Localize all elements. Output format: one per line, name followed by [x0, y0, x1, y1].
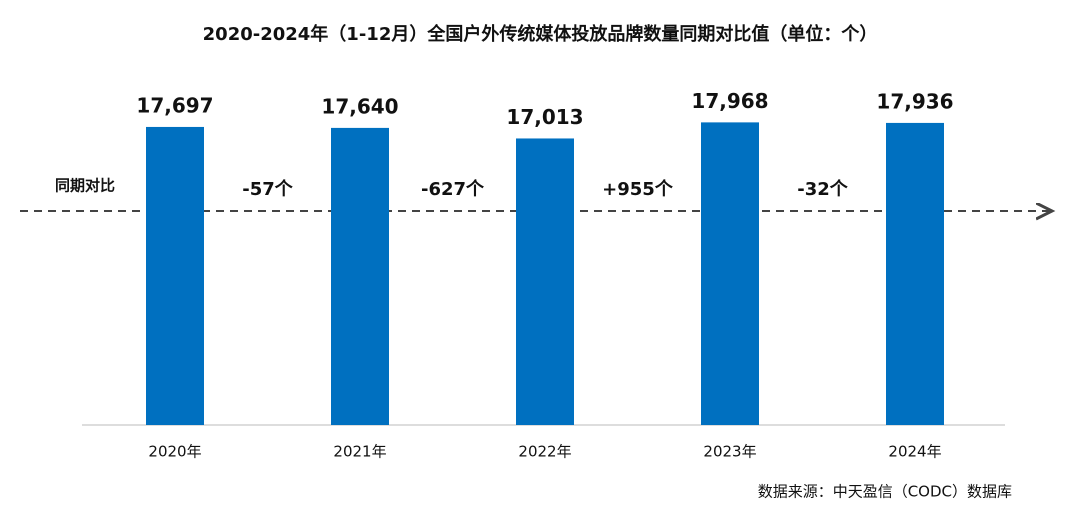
- chart-title: 2020-2024年（1-12月）全国户外传统媒体投放品牌数量同期对比值（单位：…: [203, 23, 878, 45]
- value-label: 17,013: [506, 105, 583, 129]
- change-label: -32个: [797, 178, 849, 200]
- bar: [886, 122, 944, 426]
- value-label: 17,697: [136, 93, 213, 117]
- x-tick-label: 2024年: [888, 443, 941, 461]
- comparison-label: 同期对比: [55, 177, 115, 195]
- value-label: 17,640: [321, 94, 398, 118]
- x-tick-label: 2022年: [518, 443, 571, 461]
- x-tick-label: 2021年: [333, 443, 386, 461]
- change-label: -57个: [242, 178, 294, 200]
- value-label: 17,968: [691, 89, 768, 113]
- bar: [516, 138, 574, 425]
- change-label: -627个: [421, 178, 485, 200]
- change-label: +955个: [602, 178, 674, 200]
- value-label: 17,936: [876, 89, 953, 113]
- bar: [146, 126, 204, 426]
- source-note: 数据来源：中天盈信（CODC）数据库: [758, 483, 1012, 501]
- x-tick-label: 2023年: [703, 443, 756, 461]
- x-tick-label: 2020年: [148, 443, 201, 461]
- bar: [331, 127, 389, 425]
- bar: [701, 122, 759, 426]
